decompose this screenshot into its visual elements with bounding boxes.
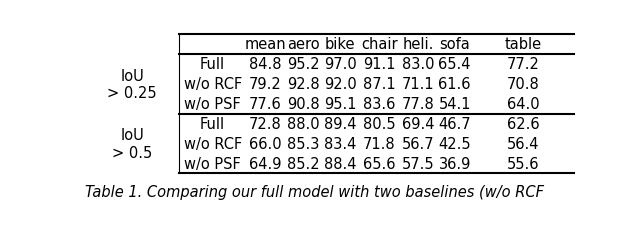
Text: mean: mean [244, 37, 286, 52]
Text: chair: chair [361, 37, 397, 52]
Text: 85.2: 85.2 [287, 156, 319, 171]
Text: 77.8: 77.8 [402, 97, 435, 112]
Text: 71.8: 71.8 [363, 136, 396, 151]
Text: 77.2: 77.2 [507, 57, 540, 72]
Text: 88.0: 88.0 [287, 117, 319, 131]
Text: 56.4: 56.4 [507, 136, 540, 151]
Text: w/o PSF: w/o PSF [184, 97, 241, 112]
Text: 64.0: 64.0 [507, 97, 540, 112]
Text: 84.8: 84.8 [249, 57, 282, 72]
Text: 92.0: 92.0 [324, 77, 356, 92]
Text: 36.9: 36.9 [438, 156, 471, 171]
Text: 79.2: 79.2 [249, 77, 282, 92]
Text: w/o RCF: w/o RCF [184, 77, 242, 92]
Text: 66.0: 66.0 [249, 136, 282, 151]
Text: 62.6: 62.6 [507, 117, 540, 131]
Text: 69.4: 69.4 [402, 117, 435, 131]
Text: 85.3: 85.3 [287, 136, 319, 151]
Text: heli.: heli. [403, 37, 434, 52]
Text: bike: bike [325, 37, 355, 52]
Text: 65.6: 65.6 [363, 156, 396, 171]
Text: table: table [505, 37, 542, 52]
Text: Full: Full [200, 57, 225, 72]
Text: 64.9: 64.9 [249, 156, 282, 171]
Text: 87.1: 87.1 [363, 77, 396, 92]
Text: 70.8: 70.8 [507, 77, 540, 92]
Text: 57.5: 57.5 [402, 156, 435, 171]
Text: 97.0: 97.0 [324, 57, 356, 72]
Text: Table 1. Comparing our full model with two baselines (w/o RCF: Table 1. Comparing our full model with t… [85, 184, 544, 199]
Text: IoU
> 0.25: IoU > 0.25 [108, 68, 157, 100]
Text: w/o RCF: w/o RCF [184, 136, 242, 151]
Text: 83.4: 83.4 [324, 136, 356, 151]
Text: 56.7: 56.7 [402, 136, 435, 151]
Text: 89.4: 89.4 [324, 117, 356, 131]
Text: 88.4: 88.4 [324, 156, 356, 171]
Text: 55.6: 55.6 [507, 156, 540, 171]
Text: 83.6: 83.6 [363, 97, 396, 112]
Text: w/o PSF: w/o PSF [184, 156, 241, 171]
Text: 72.8: 72.8 [249, 117, 282, 131]
Text: 92.8: 92.8 [287, 77, 319, 92]
Text: 95.1: 95.1 [324, 97, 356, 112]
Text: aero: aero [287, 37, 319, 52]
Text: sofa: sofa [439, 37, 470, 52]
Text: 71.1: 71.1 [402, 77, 435, 92]
Text: 77.6: 77.6 [249, 97, 282, 112]
Text: 91.1: 91.1 [363, 57, 396, 72]
Text: 46.7: 46.7 [438, 117, 471, 131]
Text: 54.1: 54.1 [438, 97, 471, 112]
Text: Full: Full [200, 117, 225, 131]
Text: 65.4: 65.4 [438, 57, 471, 72]
Text: 83.0: 83.0 [402, 57, 435, 72]
Text: IoU
> 0.5: IoU > 0.5 [112, 128, 152, 160]
Text: 61.6: 61.6 [438, 77, 471, 92]
Text: 80.5: 80.5 [363, 117, 396, 131]
Text: 90.8: 90.8 [287, 97, 319, 112]
Text: 95.2: 95.2 [287, 57, 319, 72]
Text: 42.5: 42.5 [438, 136, 471, 151]
